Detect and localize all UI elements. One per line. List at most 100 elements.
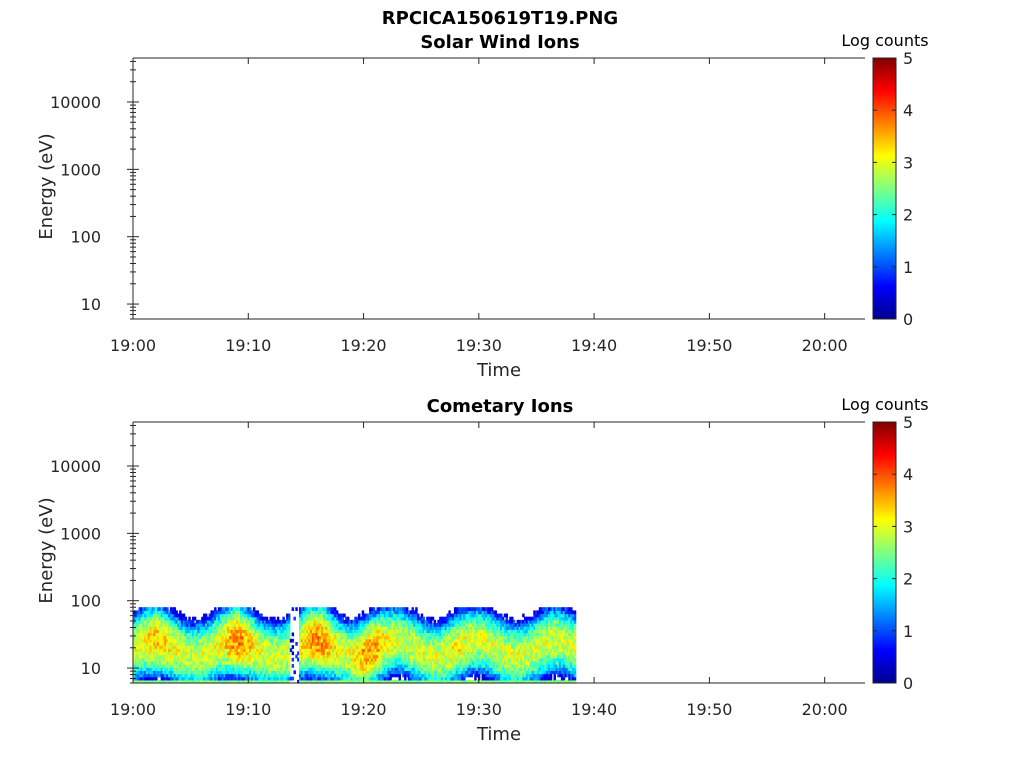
- spectrogram-cell: [481, 657, 485, 662]
- spectrogram-cell: [241, 610, 245, 615]
- spectrogram-cell: [276, 629, 280, 634]
- spectrogram-cell: [488, 673, 492, 678]
- spectrogram-cell: [249, 673, 252, 678]
- spectrogram-cell: [492, 638, 496, 643]
- x-tick-label: 20:00: [802, 336, 848, 355]
- spectrogram-cell: [302, 629, 306, 634]
- spectrogram-cell: [339, 629, 343, 634]
- spectrogram-cell: [496, 664, 499, 668]
- spectrogram-cell: [420, 619, 424, 624]
- spectrogram-cell: [374, 670, 378, 675]
- spectrogram-cell: [208, 623, 212, 627]
- spectrogram-cell: [394, 654, 398, 659]
- spectrogram-cell: [210, 660, 213, 665]
- spectrogram-cell: [232, 641, 236, 646]
- spectrogram-cell: [195, 667, 199, 671]
- spectrogram-cell: [140, 676, 143, 681]
- spectrogram-cell: [251, 635, 254, 640]
- spectrogram-cell: [426, 623, 429, 627]
- spectrogram-cell: [476, 613, 479, 618]
- spectrogram-cell: [214, 673, 217, 678]
- spectrogram-cell: [308, 670, 311, 675]
- spectrogram-cell: [201, 626, 204, 630]
- spectrogram-cell: [524, 616, 527, 621]
- spectrogram-cell: [359, 616, 363, 621]
- spectrogram-cell: [400, 616, 403, 621]
- spectrogram-cell: [524, 670, 527, 675]
- spectrogram-cell: [492, 623, 496, 627]
- spectrogram-cell: [396, 648, 400, 653]
- spectrogram-cell: [383, 607, 387, 611]
- spectrogram-cell: [134, 613, 138, 618]
- spectrogram-cell: [453, 616, 457, 621]
- spectrogram-cell: [518, 632, 521, 637]
- spectrogram-cell: [348, 660, 352, 665]
- spectrogram-cell: [142, 635, 145, 640]
- spectrogram-cell: [382, 610, 385, 615]
- spectrogram-cell: [358, 664, 361, 668]
- spectrogram-cell: [433, 648, 437, 653]
- spectrogram-cell: [173, 619, 177, 624]
- spectrogram-cell: [367, 619, 370, 624]
- spectrogram-cell: [359, 645, 363, 649]
- spectrogram-cell: [398, 660, 402, 665]
- spectrogram-cell: [238, 651, 241, 656]
- spectrogram-cell: [197, 645, 200, 649]
- spectrogram-cell: [238, 660, 241, 665]
- spectrogram-cell: [221, 670, 224, 675]
- spectrogram-cell: [199, 657, 202, 662]
- spectrogram-cell: [472, 660, 475, 665]
- spectrogram-cell: [195, 651, 199, 656]
- spectrogram-cell: [442, 657, 446, 662]
- spectrogram-cell: [251, 667, 254, 671]
- spectrogram-cell: [413, 657, 416, 662]
- spectrogram-cell: [315, 645, 319, 649]
- spectrogram-cell: [509, 654, 512, 659]
- spectrogram-cell: [527, 660, 531, 665]
- spectrogram-cell: [243, 645, 247, 649]
- spectrogram-cell: [450, 616, 453, 621]
- spectrogram-cell: [415, 623, 418, 627]
- spectrogram-cell: [136, 648, 140, 653]
- spectrogram-cell: [398, 654, 402, 659]
- spectrogram-cell: [153, 673, 156, 678]
- spectrogram-cell: [147, 648, 151, 653]
- spectrogram-cell: [538, 670, 542, 675]
- spectrogram-cell: [188, 635, 191, 640]
- spectrogram-cell: [389, 667, 392, 671]
- spectrogram-cell: [173, 638, 177, 643]
- spectrogram-cell: [153, 610, 156, 615]
- spectrogram-cell: [302, 610, 306, 615]
- spectrogram-cell: [156, 667, 160, 671]
- spectrogram-cell: [415, 667, 418, 671]
- spectrogram-cell: [483, 641, 486, 646]
- spectrogram-cell: [507, 638, 510, 643]
- spectrogram-cell: [450, 641, 453, 646]
- spectrogram-cell: [317, 626, 320, 630]
- spectrogram-cell: [332, 660, 335, 665]
- spectrogram-cell: [313, 654, 317, 659]
- spectrogram-cell: [284, 679, 287, 684]
- spectrogram-cell: [306, 645, 309, 649]
- spectrogram-cell: [418, 673, 422, 678]
- spectrogram-cell: [158, 657, 162, 662]
- spectrogram-cell: [313, 676, 317, 681]
- spectrogram-cell: [496, 657, 499, 662]
- spectrogram-cell: [389, 613, 392, 618]
- spectrogram-cell: [417, 635, 420, 640]
- spectrogram-cell: [433, 664, 437, 668]
- spectrogram-cell: [359, 629, 363, 634]
- spectrogram-cell: [346, 635, 350, 640]
- spectrogram-cell: [328, 641, 331, 646]
- spectrogram-cell: [223, 626, 226, 630]
- spectrogram-cell: [260, 673, 263, 678]
- spectrogram-cell: [518, 670, 521, 675]
- spectrogram-cell: [409, 610, 413, 615]
- spectrogram-cell: [204, 616, 208, 621]
- spectrogram-cell: [197, 657, 200, 662]
- spectrogram-cell: [245, 673, 248, 678]
- spectrogram-cell: [376, 645, 379, 649]
- spectrogram-cell: [190, 629, 193, 634]
- spectrogram-cell: [400, 654, 403, 659]
- spectrogram-cell: [464, 641, 468, 646]
